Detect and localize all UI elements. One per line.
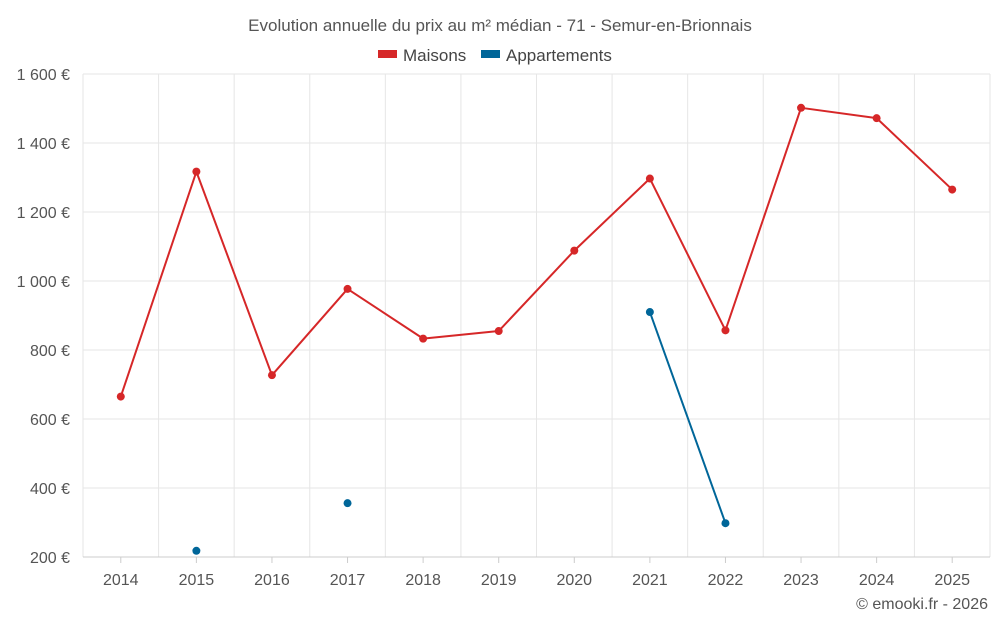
legend-swatch-maisons [378,50,397,58]
x-tick-label: 2018 [405,572,441,589]
legend-item-maisons[interactable]: Maisons [378,46,466,65]
legend-swatch-appartements [481,50,500,58]
x-tick-label: 2019 [481,572,517,589]
x-tick-label: 2016 [254,572,290,589]
chart-title: Evolution annuelle du prix au m² médian … [248,16,752,35]
y-tick-label: 1 400 € [17,136,70,153]
line-segment-maisons [195,170,273,377]
x-tick-label: 2021 [632,572,668,589]
data-point-maisons-2016[interactable] [267,371,276,380]
data-point-appartements-2017[interactable] [343,499,352,508]
y-axis: 200 € 400 € 600 € 800 € 1 000 € 1 200 € 1 400 … [17,67,70,567]
series-lines [119,106,954,525]
y-tick-label: 600 € [30,412,70,429]
line-segment-maisons [346,287,425,340]
data-point-maisons-2022[interactable] [721,326,730,335]
y-tick-label: 200 € [30,550,70,567]
line-segment-maisons [422,330,500,340]
data-point-maisons-2024[interactable] [872,114,881,123]
y-tick-label: 400 € [30,481,70,498]
line-segment-maisons [497,249,576,333]
y-tick-label: 800 € [30,343,70,360]
y-tick-label: 1 200 € [17,205,70,222]
data-point-maisons-2018[interactable] [419,334,428,343]
x-tick-label: 2023 [783,572,819,589]
data-point-maisons-2019[interactable] [494,327,503,336]
line-segment-maisons [119,170,198,398]
data-point-appartements-2015[interactable] [192,546,201,555]
x-tick-label: 2020 [556,572,592,589]
line-segment-maisons [270,287,349,377]
line-segment-maisons [800,106,878,120]
data-point-maisons-2014[interactable] [116,392,125,401]
y-tick-label: 1 000 € [17,274,70,291]
data-point-maisons-2025[interactable] [948,185,957,194]
data-point-maisons-2015[interactable] [192,167,201,176]
x-tick-label: 2025 [934,572,970,589]
gridlines [82,73,991,558]
x-tick-label: 2014 [103,572,139,589]
data-point-maisons-2021[interactable] [645,174,654,183]
legend: Maisons Appartements [378,46,612,65]
legend-label-appartements: Appartements [506,46,612,65]
data-point-maisons-2023[interactable] [797,103,806,112]
data-point-maisons-2020[interactable] [570,246,579,255]
x-axis: 2014 2015 2016 2017 2018 2019 2020 2021 2022 2023… [83,556,990,589]
legend-label-maisons: Maisons [403,46,466,65]
x-tick-label: 2017 [330,572,366,589]
x-tick-label: 2022 [708,572,744,589]
credit-text: © emooki.fr - 2026 [856,596,988,613]
line-segment-maisons [573,177,651,252]
line-segment-maisons [875,117,954,191]
series-points [116,103,957,555]
line-segment-maisons [724,106,803,332]
line-segment-appartements [648,311,727,525]
line-segment-maisons [648,177,727,332]
data-point-appartements-2021[interactable] [645,308,654,317]
x-tick-label: 2015 [179,572,215,589]
x-tick-label: 2024 [859,572,895,589]
data-point-maisons-2017[interactable] [343,284,352,293]
y-tick-label: 1 600 € [17,67,70,84]
legend-item-appartements[interactable]: Appartements [481,46,612,65]
data-point-appartements-2022[interactable] [721,519,730,528]
